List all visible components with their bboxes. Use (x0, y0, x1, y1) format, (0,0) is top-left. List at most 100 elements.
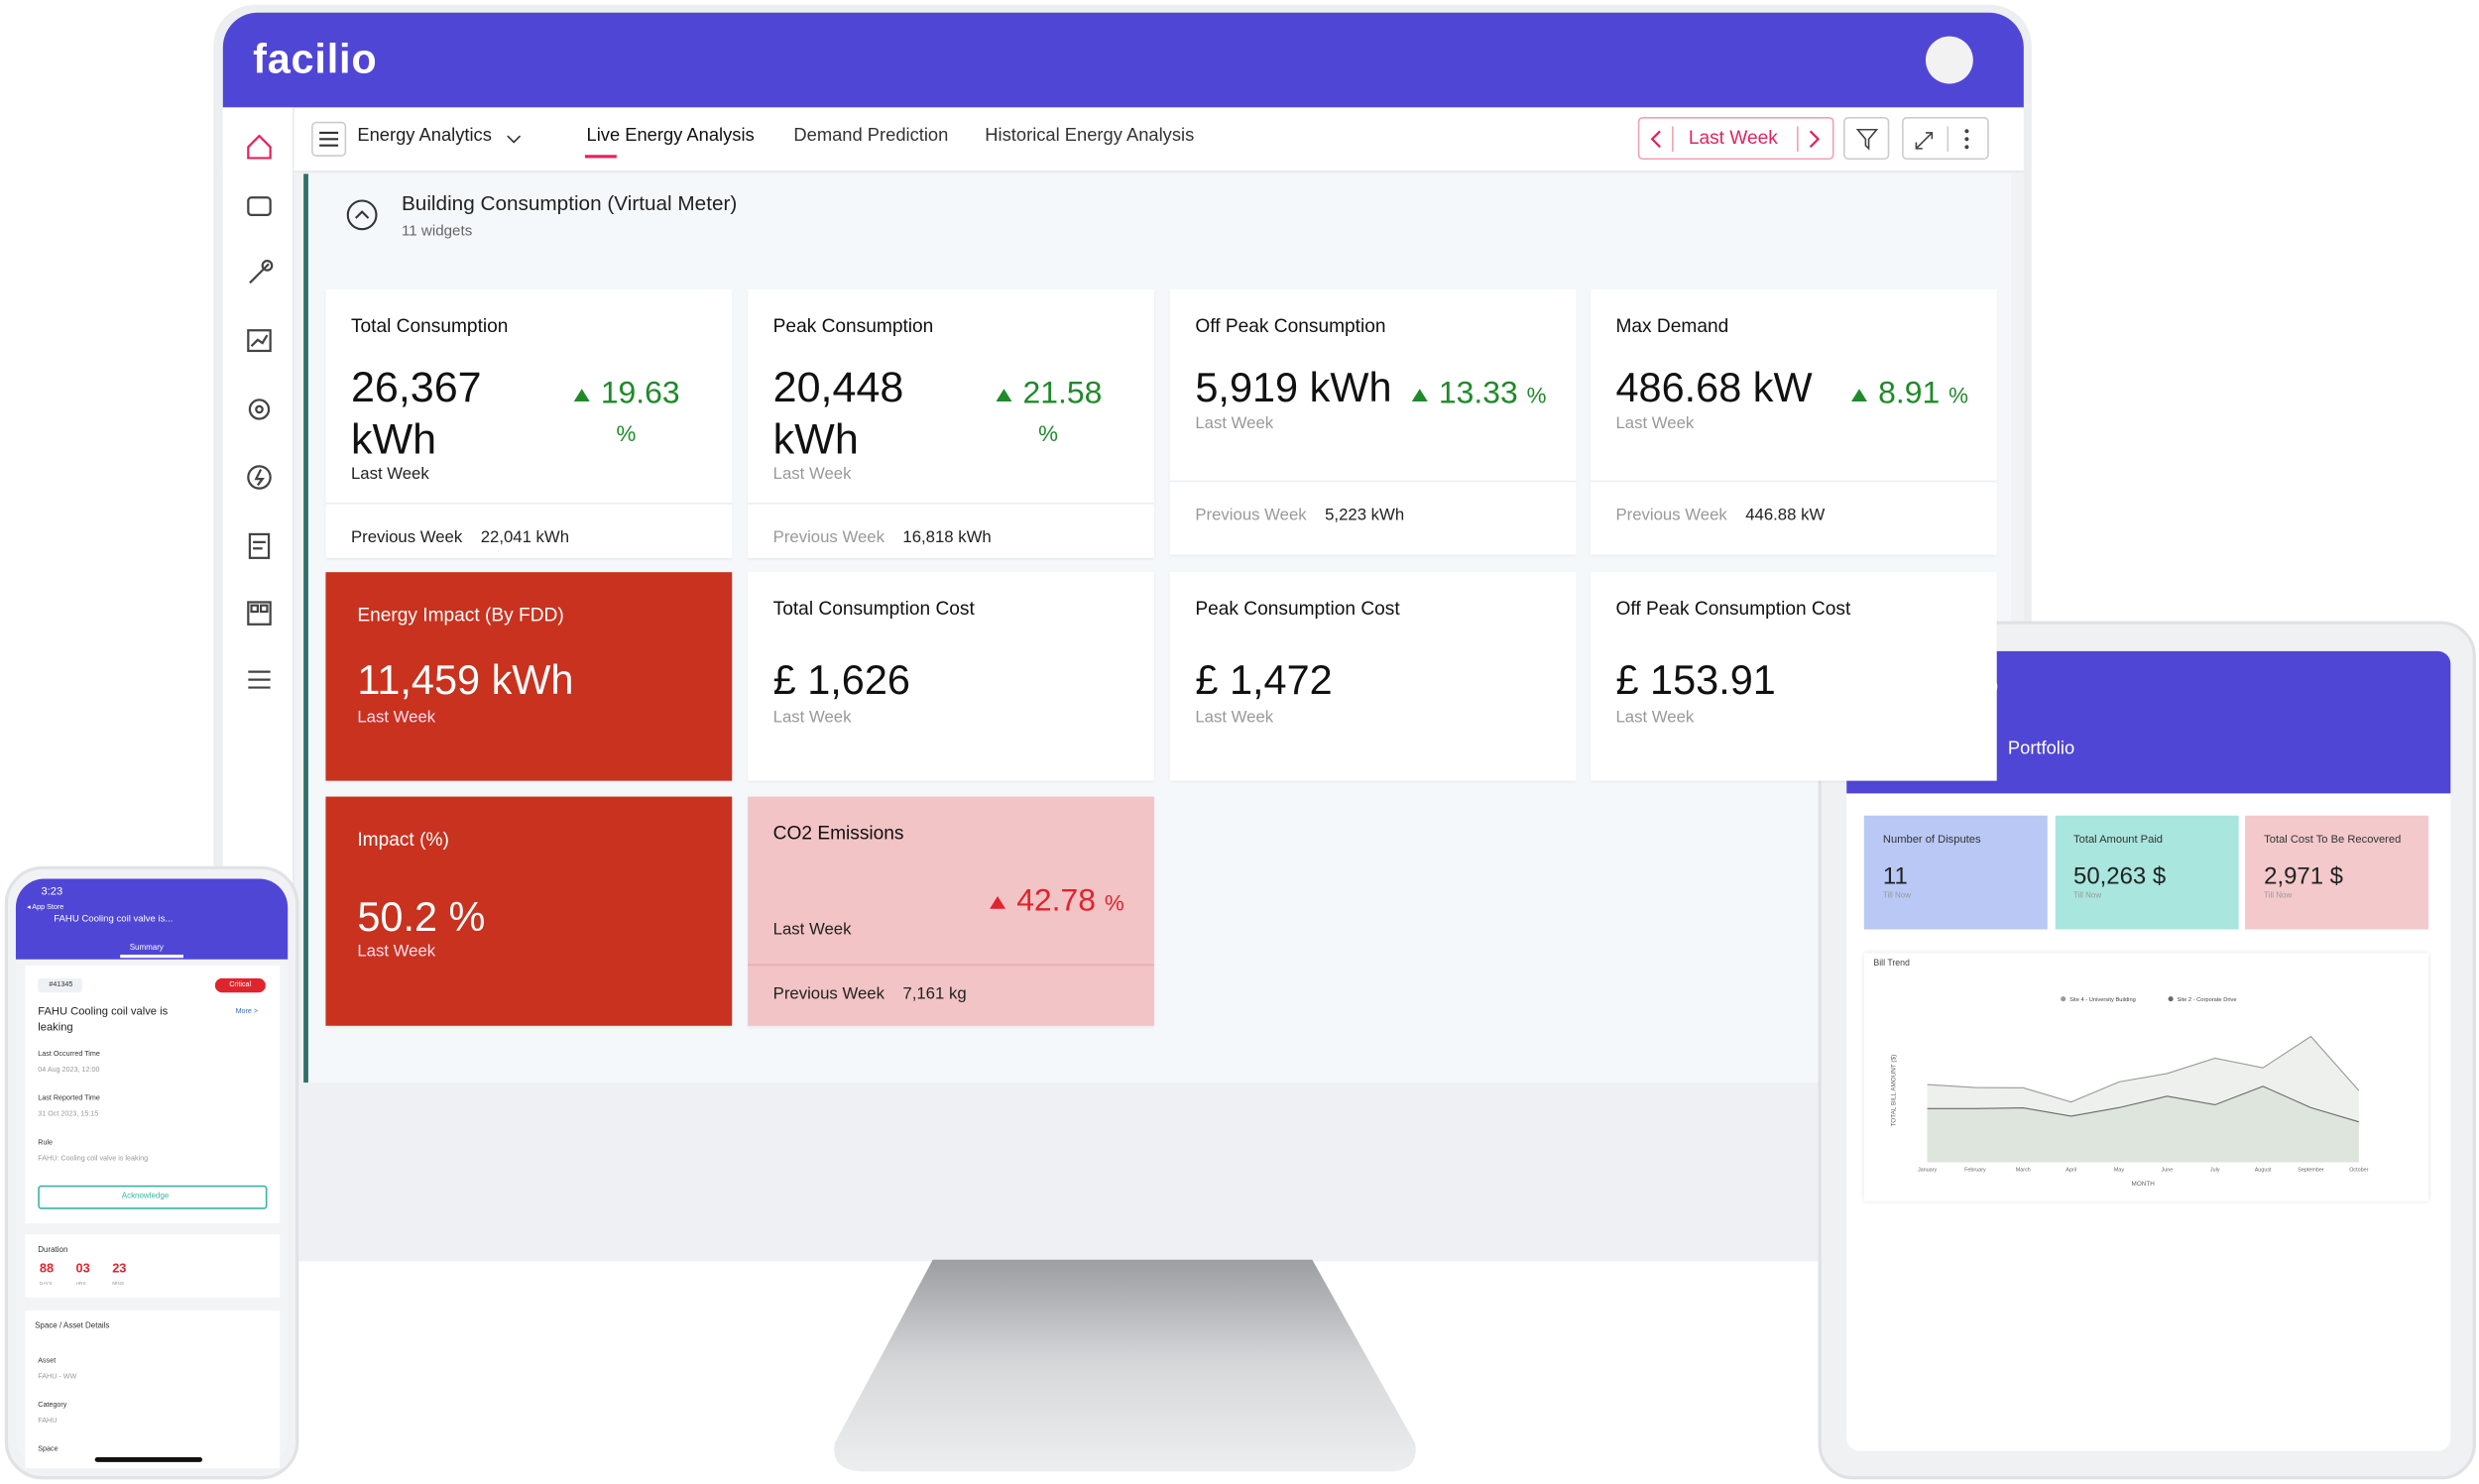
card-value: 50.2 % (357, 892, 486, 941)
period-label: Last Week (1688, 126, 1778, 149)
card-value: 26,367 kWh (350, 363, 482, 464)
series-area (1927, 1085, 2359, 1162)
home-indicator (94, 1457, 203, 1462)
card-change: 42.78 % (989, 882, 1124, 922)
card-title: Max Demand (1615, 314, 1729, 337)
card-title: Off Peak Consumption (1195, 314, 1386, 337)
tablet-card-title: Number of Disputes (1882, 834, 1981, 847)
filter-button[interactable] (1843, 116, 1890, 161)
change-unit: % (616, 420, 637, 446)
change-value: 13.33 (1438, 376, 1518, 411)
period-arrows (1650, 126, 1821, 153)
phone-id: #41345 (49, 979, 73, 988)
tab[interactable]: Historical Energy Analysis (985, 126, 1195, 146)
prev-value: 7,161 kg (902, 984, 967, 1004)
legend-label: Site 4 - University Building (2069, 997, 2136, 1003)
phone-tab: Summary (129, 943, 164, 954)
detail-label: Category (38, 1400, 67, 1409)
kpi-card: CO2 Emissions 42.78 % Last Week Previous We… (748, 796, 1154, 1026)
tablet-tab[interactable]: Portfolio (2007, 740, 2075, 759)
card-title: Total Consumption (350, 314, 509, 337)
card-value: 20,448 kWh (772, 363, 904, 464)
kpi-card: Peak Consumption 20,448 kWh 21.58 % Last We… (748, 288, 1154, 558)
x-tick-label: April (2066, 1167, 2076, 1173)
tab[interactable]: Live Energy Analysis (586, 126, 755, 146)
kpi-card: Total Consumption Cost £ 1,626 Last Week (748, 572, 1154, 781)
x-tick-label: September (2298, 1167, 2324, 1173)
field-label: Rule (38, 1137, 54, 1146)
card-period: Last Week (1615, 708, 1695, 728)
phone-duration-card (25, 1234, 281, 1299)
card-period: Last Week (772, 464, 852, 484)
phone-heading: FAHU Cooling coil valve is... (54, 915, 174, 925)
prev-value: 5,223 kWh (1325, 506, 1405, 525)
kpi-card: Max Demand 486.68 kW 8.91 % Last Week Previo… (1590, 288, 1997, 555)
legend-label: Site 2 - Corporate Drive (2177, 997, 2236, 1003)
prev-value: 446.88 kW (1745, 506, 1826, 525)
card-title: Off Peak Consumption Cost (1615, 597, 1851, 621)
duration-value: 03 (75, 1261, 90, 1276)
phone-id-chip (38, 977, 82, 993)
duration-unit: HRS (75, 1280, 86, 1287)
prev-value: 22,041 kWh (480, 527, 570, 547)
card-title: CO2 Emissions (772, 822, 904, 845)
tablet-tab[interactable]: Dashboard (1865, 740, 1955, 759)
card-change: 8.91 % (1849, 375, 1968, 414)
legend-dot (2168, 996, 2174, 1002)
card-change: 21.58 % (985, 375, 1112, 452)
menu-button[interactable] (311, 121, 347, 157)
card-value: 11,459 kWh (357, 655, 574, 704)
tablet-card: Number of Disputes 11 Till Now (1863, 815, 2048, 930)
tablet-card-value: 11 (1882, 862, 1908, 890)
kpi-card: Peak Consumption Cost £ 1,472 Last Week (1169, 572, 1577, 781)
field-label: Last Occurred Time (38, 1049, 100, 1058)
view-buttons[interactable] (1902, 116, 1989, 161)
card-period: Last Week (350, 464, 429, 484)
avatar[interactable] (1925, 36, 1973, 84)
tab-underline (584, 155, 617, 159)
series-line (1927, 1035, 2360, 1103)
tablet-card-note: Till Now (1882, 891, 1911, 901)
card-period: Last Week (772, 919, 852, 940)
x-tick-label: June (2162, 1167, 2174, 1173)
change-value: 21.58 (1022, 376, 1103, 411)
bill-trend-chart: Site 4 - University Building Site 2 - Cor… (1891, 996, 2369, 1188)
logo: facilio (253, 35, 378, 82)
prev-label: Previous Week (1615, 506, 1727, 525)
duration-unit: DAYS (39, 1280, 53, 1287)
critical-badge (214, 977, 266, 993)
tablet-card-title: Total Amount Paid (2073, 834, 2164, 847)
x-tick-label: August (2255, 1167, 2272, 1173)
phone-header (15, 878, 289, 960)
acknowledge-button[interactable] (38, 1185, 268, 1209)
x-tick-label: January (1918, 1167, 1938, 1173)
sidebar-icons (247, 134, 274, 689)
section-title: Building Consumption (Virtual Meter) (401, 190, 738, 215)
card-change: 19.63 % (563, 375, 690, 452)
change-arrow (573, 389, 590, 401)
card-period: Last Week (357, 942, 436, 962)
period-picker[interactable] (1637, 116, 1834, 161)
change-value: 8.91 (1878, 376, 1941, 411)
tab[interactable]: Demand Prediction (793, 126, 949, 146)
change-unit: % (1038, 420, 1059, 446)
series-line (1927, 1085, 2360, 1123)
detail-value: FAHU (38, 1416, 58, 1425)
change-value: 42.78 (1016, 883, 1097, 919)
phone-tab-underline (120, 955, 183, 958)
change-value: 19.63 (600, 376, 680, 411)
menu-icon (319, 131, 339, 147)
details-title: Space / Asset Details (35, 1320, 110, 1331)
kpi-card: Energy Impact (By FDD) 11,459 kWh Last Wee… (325, 572, 733, 781)
change-arrow (990, 896, 1006, 909)
tablet-card: Total Cost To Be Recovered 2,971 $ Till No… (2245, 815, 2428, 930)
x-tick-label: March (2016, 1167, 2031, 1173)
collapse-icon[interactable] (345, 197, 380, 232)
card-change: 13.33 % (1410, 375, 1546, 414)
detail-value: FAHU - WW (38, 1371, 77, 1380)
tablet-card-value: 50,263 $ (2073, 862, 2167, 890)
monitor-bottom (299, 1083, 2024, 1260)
card-divider (748, 964, 1154, 967)
card-value: 5,919 kWh (1195, 363, 1392, 411)
